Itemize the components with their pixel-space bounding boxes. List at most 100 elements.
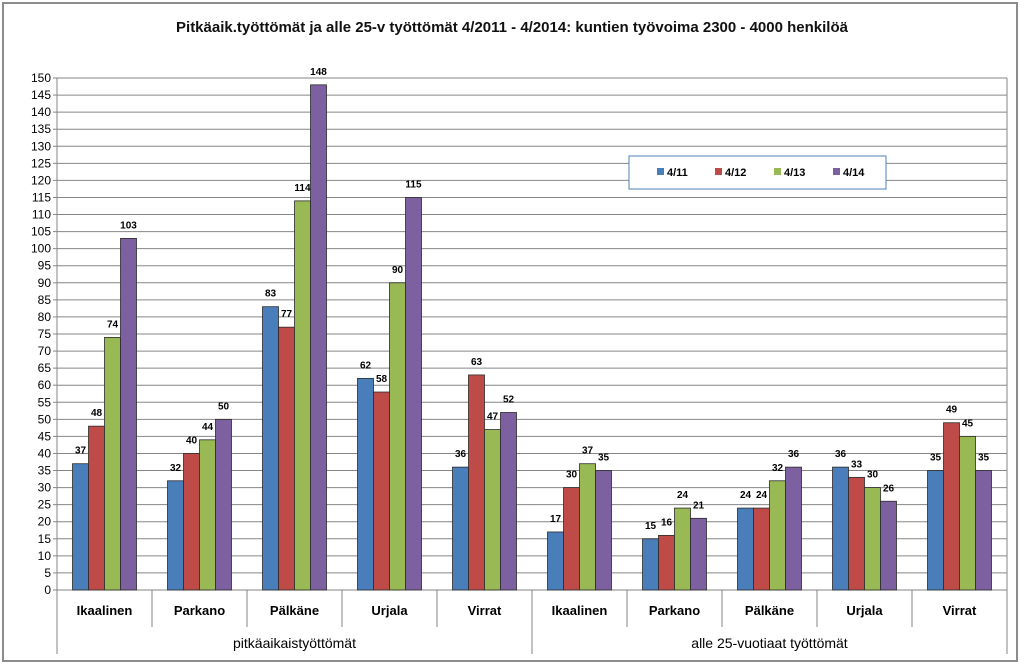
y-tick-label: 10 (38, 549, 52, 563)
y-tick-label: 90 (38, 276, 52, 290)
data-label: 35 (978, 453, 990, 464)
bar (120, 238, 137, 591)
data-label: 30 (566, 470, 578, 481)
bar (262, 306, 279, 591)
data-label: 36 (788, 449, 800, 460)
data-label: 24 (677, 490, 689, 501)
bar (199, 439, 216, 591)
y-tick-label: 80 (38, 310, 52, 324)
data-label: 32 (772, 463, 784, 474)
group-label: pitkäaikaistyöttömät (233, 635, 356, 651)
data-label: 17 (550, 514, 562, 525)
data-label: 37 (582, 446, 594, 457)
bar (500, 412, 517, 591)
data-label: 44 (202, 422, 214, 433)
category-label: Urjala (371, 603, 408, 618)
data-label: 148 (310, 67, 327, 78)
bar (737, 507, 754, 591)
y-tick-label: 60 (38, 378, 52, 392)
data-label: 47 (487, 412, 499, 423)
bar (642, 538, 659, 591)
bar (278, 326, 295, 591)
y-tick-label: 105 (31, 225, 51, 239)
data-label: 37 (75, 446, 87, 457)
bar (975, 470, 992, 591)
legend-label: 4/11 (667, 167, 688, 179)
y-tick-label: 130 (31, 139, 51, 153)
bar (674, 507, 691, 591)
data-label: 35 (598, 453, 610, 464)
bar (294, 200, 311, 591)
y-tick-label: 95 (38, 259, 52, 273)
data-label: 90 (392, 265, 404, 276)
data-label: 33 (851, 459, 863, 470)
bar (547, 531, 564, 591)
bar (880, 500, 897, 591)
data-label: 83 (265, 289, 277, 300)
y-tick-label: 15 (38, 532, 52, 546)
data-label: 74 (107, 319, 119, 330)
data-label: 114 (294, 183, 311, 194)
y-tick-label: 35 (38, 464, 52, 478)
data-label: 36 (455, 449, 467, 460)
data-label: 52 (503, 395, 515, 406)
legend-swatch (833, 168, 840, 175)
category-label: Urjala (846, 603, 883, 618)
bar (310, 84, 327, 591)
legend: 4/11 4/12 4/13 4/14 (628, 155, 887, 190)
data-label: 40 (186, 435, 198, 446)
category-label: Pälkäne (745, 603, 794, 618)
data-label: 62 (360, 360, 372, 371)
bar (563, 487, 580, 591)
bar (357, 377, 374, 591)
y-tick-label: 45 (38, 429, 52, 443)
bar (785, 466, 802, 591)
y-tick-label: 75 (38, 327, 52, 341)
y-tick-label: 135 (31, 122, 51, 136)
bar (72, 463, 89, 591)
data-label: 30 (867, 470, 879, 481)
data-label: 24 (740, 490, 752, 501)
y-tick-label: 115 (32, 190, 51, 204)
chart-title: Pitkäaik.työttömät ja alle 25-v työttömä… (176, 19, 848, 36)
data-label: 103 (120, 220, 137, 231)
legend-label: 4/13 (784, 167, 805, 179)
y-tick-label: 65 (38, 361, 52, 375)
category-label: Ikaalinen (552, 603, 608, 618)
category-label: Parkano (649, 603, 700, 618)
y-tick-label: 70 (38, 344, 52, 358)
category-label: Pälkäne (270, 603, 319, 618)
bar (848, 476, 865, 591)
category-label: Virrat (468, 603, 502, 618)
y-tick-label: 50 (38, 412, 52, 426)
category-label: Ikaalinen (77, 603, 133, 618)
y-tick-label: 30 (38, 481, 52, 495)
y-tick-label: 145 (31, 88, 51, 102)
y-tick-label: 150 (31, 71, 51, 85)
bar (753, 507, 770, 591)
category-label: Parkano (174, 603, 225, 618)
data-label: 49 (946, 405, 958, 416)
data-labels: 37 32 83 62 36 17 15 24 36 35 48 40 77 58 63 30 16 24 33 49… (75, 67, 990, 532)
y-tick-label: 100 (31, 242, 51, 256)
bar (595, 470, 612, 591)
bar (690, 517, 707, 591)
y-tick-label: 0 (44, 583, 51, 597)
y-tick-label: 110 (32, 208, 51, 222)
bar (88, 425, 105, 591)
data-label: 21 (693, 500, 705, 511)
data-label: 45 (962, 418, 974, 429)
bars (72, 84, 992, 591)
legend-box (628, 155, 887, 190)
bar (468, 374, 485, 591)
legend-swatch (657, 168, 664, 175)
group-label: alle 25-vuotiaat työttömät (691, 635, 848, 651)
bar (215, 418, 232, 591)
data-label: 35 (930, 453, 942, 464)
data-label: 115 (405, 179, 422, 190)
data-label: 48 (91, 408, 103, 419)
category-label: Virrat (943, 603, 977, 618)
data-label: 16 (661, 517, 673, 528)
bar (658, 534, 675, 591)
bar (104, 337, 121, 591)
